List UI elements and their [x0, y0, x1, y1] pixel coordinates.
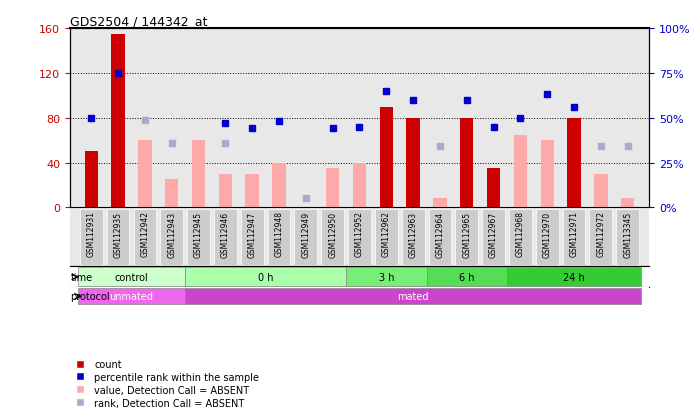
Text: GSM112946: GSM112946	[221, 211, 230, 257]
Bar	[246, 174, 259, 208]
FancyBboxPatch shape	[321, 209, 344, 266]
Bar	[326, 169, 339, 208]
FancyBboxPatch shape	[295, 209, 317, 266]
FancyBboxPatch shape	[78, 289, 185, 305]
Text: GSM112971: GSM112971	[570, 211, 579, 257]
Bar	[487, 169, 500, 208]
Text: 24 h: 24 h	[563, 272, 585, 282]
Bar	[165, 180, 179, 208]
Text: 0 h: 0 h	[258, 272, 274, 282]
Text: GSM112943: GSM112943	[168, 211, 176, 257]
Text: GSM112968: GSM112968	[516, 211, 525, 257]
FancyBboxPatch shape	[348, 209, 371, 266]
FancyBboxPatch shape	[563, 209, 586, 266]
Text: GSM112952: GSM112952	[355, 211, 364, 257]
Text: 6 h: 6 h	[459, 272, 475, 282]
Text: GDS2504 / 144342_at: GDS2504 / 144342_at	[70, 15, 207, 28]
Bar	[621, 199, 634, 208]
Text: GSM112967: GSM112967	[489, 211, 498, 257]
FancyBboxPatch shape	[78, 268, 185, 287]
FancyBboxPatch shape	[616, 209, 639, 266]
FancyBboxPatch shape	[590, 209, 612, 266]
Bar	[433, 199, 447, 208]
Bar	[218, 174, 232, 208]
FancyBboxPatch shape	[375, 209, 398, 266]
FancyBboxPatch shape	[267, 209, 290, 266]
FancyBboxPatch shape	[214, 209, 237, 266]
Text: control: control	[114, 272, 149, 282]
FancyBboxPatch shape	[107, 209, 129, 266]
Bar	[380, 107, 393, 208]
Bar	[112, 35, 125, 208]
Text: GSM112964: GSM112964	[436, 211, 445, 257]
Text: GSM112965: GSM112965	[462, 211, 471, 257]
Text: GSM112950: GSM112950	[328, 211, 337, 257]
Bar	[594, 174, 607, 208]
FancyBboxPatch shape	[426, 268, 507, 287]
Text: GSM112972: GSM112972	[596, 211, 605, 257]
Bar	[514, 135, 527, 208]
FancyBboxPatch shape	[536, 209, 558, 266]
Legend: count, percentile rank within the sample, value, Detection Call = ABSENT, rank, : count, percentile rank within the sample…	[75, 360, 259, 408]
FancyBboxPatch shape	[185, 289, 641, 305]
Text: GSM112935: GSM112935	[114, 211, 123, 257]
FancyBboxPatch shape	[133, 209, 156, 266]
FancyBboxPatch shape	[482, 209, 505, 266]
Text: GSM112963: GSM112963	[408, 211, 417, 257]
Bar	[138, 141, 151, 208]
Bar	[84, 152, 98, 208]
Bar	[406, 119, 419, 208]
Text: 3 h: 3 h	[378, 272, 394, 282]
Text: GSM112947: GSM112947	[248, 211, 257, 257]
Text: GSM112962: GSM112962	[382, 211, 391, 257]
Bar	[460, 119, 473, 208]
Bar	[352, 163, 366, 208]
Text: GSM112970: GSM112970	[543, 211, 551, 257]
Text: GSM112945: GSM112945	[194, 211, 203, 257]
FancyBboxPatch shape	[455, 209, 478, 266]
Text: time: time	[70, 272, 92, 282]
Text: GSM112942: GSM112942	[140, 211, 149, 257]
FancyBboxPatch shape	[346, 268, 426, 287]
FancyBboxPatch shape	[429, 209, 452, 266]
FancyBboxPatch shape	[187, 209, 210, 266]
Text: GSM112931: GSM112931	[87, 211, 96, 257]
Text: GSM112949: GSM112949	[302, 211, 311, 257]
Text: GSM112948: GSM112948	[274, 211, 283, 257]
FancyBboxPatch shape	[509, 209, 532, 266]
FancyBboxPatch shape	[507, 268, 641, 287]
Bar	[272, 163, 285, 208]
Text: unmated: unmated	[110, 292, 154, 301]
Text: mated: mated	[397, 292, 429, 301]
FancyBboxPatch shape	[161, 209, 183, 266]
Text: GSM113345: GSM113345	[623, 211, 632, 257]
Bar	[567, 119, 581, 208]
FancyBboxPatch shape	[185, 268, 346, 287]
Bar	[192, 141, 205, 208]
FancyBboxPatch shape	[241, 209, 264, 266]
FancyBboxPatch shape	[80, 209, 103, 266]
FancyBboxPatch shape	[402, 209, 424, 266]
Text: protocol: protocol	[70, 292, 110, 301]
Bar	[540, 141, 554, 208]
